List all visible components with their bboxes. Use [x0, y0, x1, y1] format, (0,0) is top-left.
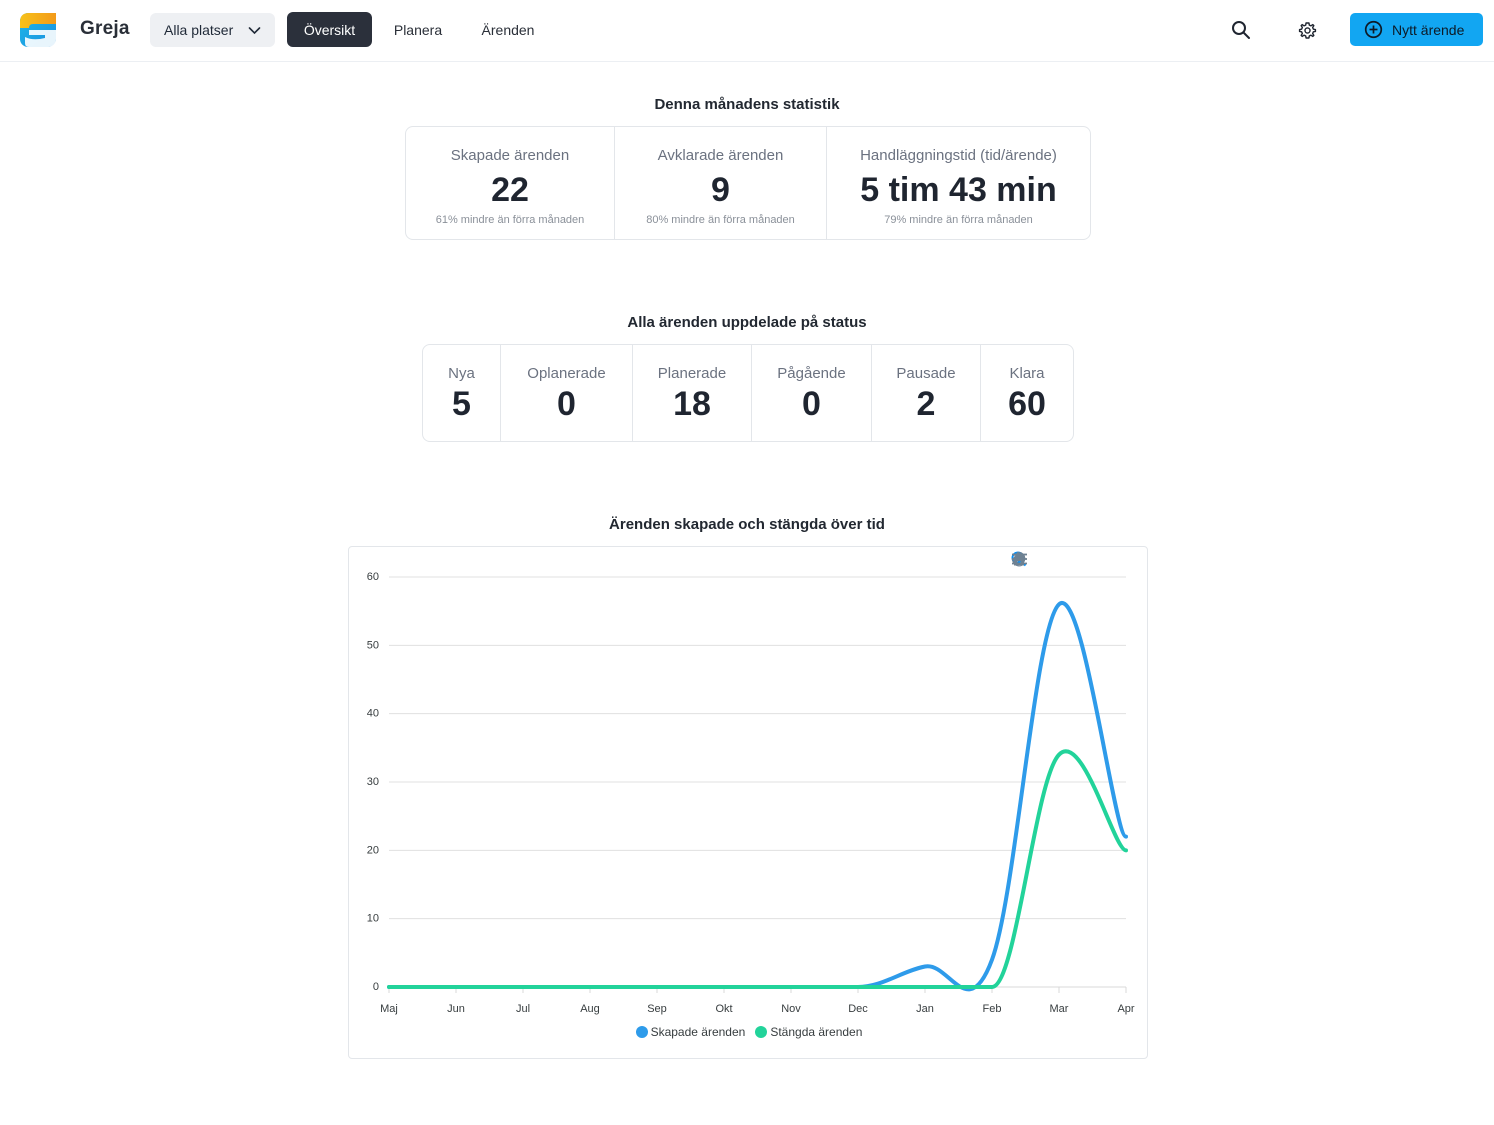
status-value: 0	[802, 385, 821, 423]
chart-toolbar	[1011, 551, 1139, 569]
stat-label: Avklarade ärenden	[657, 147, 784, 164]
y-tick-label: 30	[367, 776, 379, 788]
tab-planera[interactable]: Planera	[393, 21, 443, 38]
y-tick-label: 0	[373, 981, 379, 993]
status-label: Oplanerade	[527, 365, 606, 382]
place-select-label: Alla platser	[164, 22, 234, 38]
x-tick-label: Jan	[916, 1003, 934, 1015]
tab-oversikt[interactable]: Översikt	[287, 12, 372, 47]
status-stats-title: Alla ärenden uppdelade på status	[627, 314, 867, 331]
x-tick-label: Okt	[715, 1003, 732, 1015]
zoom-out-icon[interactable]	[1011, 551, 1051, 569]
search-button[interactable]	[1227, 16, 1255, 44]
status-label: Pågående	[777, 365, 846, 382]
status-value: 18	[673, 385, 711, 423]
x-tick-label: Feb	[983, 1003, 1002, 1015]
line-chart: 0 10 20 30 40 50 60 Maj Jun Jul Aug Sep Okt Nov Dec Jan…	[367, 571, 1135, 1015]
status-value: 60	[1008, 385, 1046, 423]
gear-icon	[1298, 21, 1316, 39]
status-label: Planerade	[657, 365, 727, 382]
legend-marker	[755, 1026, 768, 1038]
stat-value: 9	[711, 171, 730, 209]
status-planned: Planerade 18	[633, 345, 752, 441]
monthly-stats-title: Denna månadens statistik	[654, 96, 840, 113]
status-new: Nya 5	[423, 345, 501, 441]
cases-over-time-chart: 0 10 20 30 40 50 60 Maj Jun Jul Aug Sep Okt Nov Dec Jan…	[348, 546, 1148, 1059]
settings-button[interactable]	[1293, 16, 1321, 44]
chart-title: Ärenden skapade och stängda över tid	[609, 516, 885, 533]
home-reset-icon[interactable]	[1012, 551, 1117, 569]
legend-item-created[interactable]: Skapade ärenden	[635, 1025, 746, 1039]
chart-legend: Skapade ärenden Stängda ärenden	[349, 1025, 1149, 1039]
new-case-button[interactable]: Nytt ärende	[1350, 13, 1483, 46]
status-paused: Pausade 2	[872, 345, 981, 441]
x-tick-label: Jun	[447, 1003, 465, 1015]
stat-value: 22	[491, 171, 529, 209]
stat-value: 5 tim 43 min	[860, 171, 1057, 209]
stat-label: Handläggningstid (tid/ärende)	[860, 147, 1057, 164]
status-value: 5	[452, 385, 471, 423]
x-tick-label: Maj	[380, 1003, 398, 1015]
zoom-select-icon[interactable]	[1011, 551, 1073, 569]
status-label: Pausade	[896, 365, 956, 382]
menu-icon[interactable]	[1012, 551, 1139, 569]
stat-handling-time: Handläggningstid (tid/ärende) 5 tim 43 m…	[827, 127, 1090, 239]
status-done: Klara 60	[981, 345, 1073, 441]
top-bar: Greja Alla platser Översikt Planera Ären…	[0, 0, 1494, 62]
status-label: Nya	[448, 365, 475, 382]
status-value: 2	[916, 385, 936, 423]
y-tick-label: 60	[367, 571, 379, 583]
y-tick-label: 10	[367, 913, 379, 925]
pan-hand-icon[interactable]	[1012, 551, 1095, 569]
stat-label: Skapade ärenden	[450, 147, 570, 164]
x-tick-label: Jul	[516, 1003, 530, 1015]
status-stats-card: Nya 5 Oplanerade 0 Planerade 18 Pågående…	[422, 344, 1074, 442]
app-name: Greja	[80, 18, 130, 39]
x-tick-label: Apr	[1117, 1003, 1134, 1015]
legend-marker	[635, 1026, 648, 1038]
chevron-down-icon	[248, 27, 261, 35]
stat-note: 61% mindre än förra månaden	[435, 214, 585, 226]
stat-note: 79% mindre än förra månaden	[884, 214, 1033, 226]
monthly-stats-card: Skapade ärenden 22 61% mindre än förra m…	[405, 126, 1091, 240]
stat-created: Skapade ärenden 22 61% mindre än förra m…	[406, 127, 615, 239]
x-tick-label: Aug	[580, 1003, 600, 1015]
legend-label: Stängda ärenden	[770, 1025, 863, 1039]
y-tick-label: 40	[367, 708, 379, 720]
legend-label: Skapade ärenden	[650, 1025, 746, 1039]
new-case-label: Nytt ärende	[1392, 21, 1465, 38]
series-line-closed	[387, 749, 1128, 989]
status-ongoing: Pågående 0	[752, 345, 872, 441]
stat-completed: Avklarade ärenden 9 80% mindre än förra …	[615, 127, 827, 239]
plus-circle-icon	[1364, 20, 1383, 39]
x-tick-label: Dec	[848, 1003, 868, 1015]
y-tick-label: 50	[367, 639, 379, 651]
legend-item-closed[interactable]: Stängda ärenden	[755, 1025, 862, 1039]
tab-arenden[interactable]: Ärenden	[481, 21, 535, 38]
search-icon	[1232, 21, 1250, 39]
place-select[interactable]: Alla platser	[150, 13, 275, 47]
x-tick-label: Sep	[647, 1003, 667, 1015]
status-value: 0	[557, 385, 576, 423]
x-tick-label: Nov	[781, 1003, 801, 1015]
app-logo[interactable]	[19, 12, 57, 48]
status-unplanned: Oplanerade 0	[501, 345, 633, 441]
y-tick-label: 20	[367, 844, 379, 856]
status-label: Klara	[1009, 365, 1045, 382]
x-tick-label: Mar	[1050, 1003, 1069, 1015]
stat-note: 80% mindre än förra månaden	[646, 214, 795, 226]
